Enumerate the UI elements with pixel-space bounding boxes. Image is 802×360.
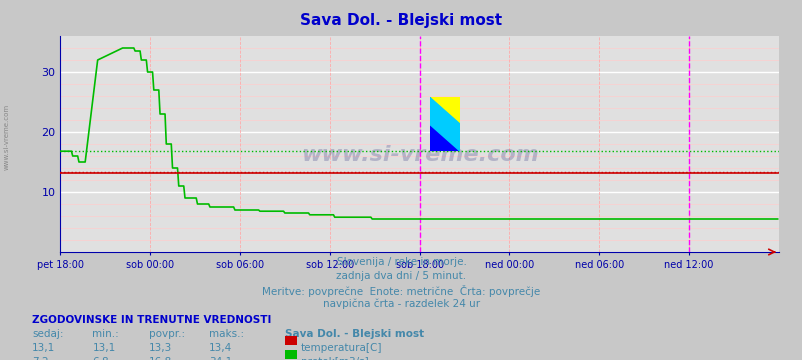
Text: 13,3: 13,3 — [148, 343, 172, 353]
Text: 13,1: 13,1 — [92, 343, 115, 353]
Text: temperatura[C]: temperatura[C] — [301, 343, 382, 353]
Text: navpična črta - razdelek 24 ur: navpična črta - razdelek 24 ur — [322, 298, 480, 309]
Text: www.si-vreme.com: www.si-vreme.com — [300, 145, 538, 165]
Polygon shape — [429, 97, 460, 124]
Text: Sava Dol. - Blejski most: Sava Dol. - Blejski most — [300, 13, 502, 28]
Text: 34,1: 34,1 — [209, 357, 232, 360]
Text: Slovenija / reke in morje.: Slovenija / reke in morje. — [336, 257, 466, 267]
Text: povpr.:: povpr.: — [148, 329, 184, 339]
Text: 16,8: 16,8 — [148, 357, 172, 360]
Text: maks.:: maks.: — [209, 329, 244, 339]
Text: www.si-vreme.com: www.si-vreme.com — [4, 104, 10, 170]
Text: ZGODOVINSKE IN TRENUTNE VREDNOSTI: ZGODOVINSKE IN TRENUTNE VREDNOSTI — [32, 315, 271, 325]
Text: sedaj:: sedaj: — [32, 329, 63, 339]
Polygon shape — [429, 97, 460, 151]
Text: Sava Dol. - Blejski most: Sava Dol. - Blejski most — [285, 329, 423, 339]
Text: 13,4: 13,4 — [209, 343, 232, 353]
Text: pretok[m3/s]: pretok[m3/s] — [301, 357, 368, 360]
Text: Meritve: povprečne  Enote: metrične  Črta: povprečje: Meritve: povprečne Enote: metrične Črta:… — [262, 285, 540, 297]
Text: zadnja dva dni / 5 minut.: zadnja dva dni / 5 minut. — [336, 271, 466, 281]
Polygon shape — [429, 97, 460, 151]
Text: 13,1: 13,1 — [32, 343, 55, 353]
Text: 7,2: 7,2 — [32, 357, 49, 360]
Text: 6,8: 6,8 — [92, 357, 109, 360]
Text: min.:: min.: — [92, 329, 119, 339]
